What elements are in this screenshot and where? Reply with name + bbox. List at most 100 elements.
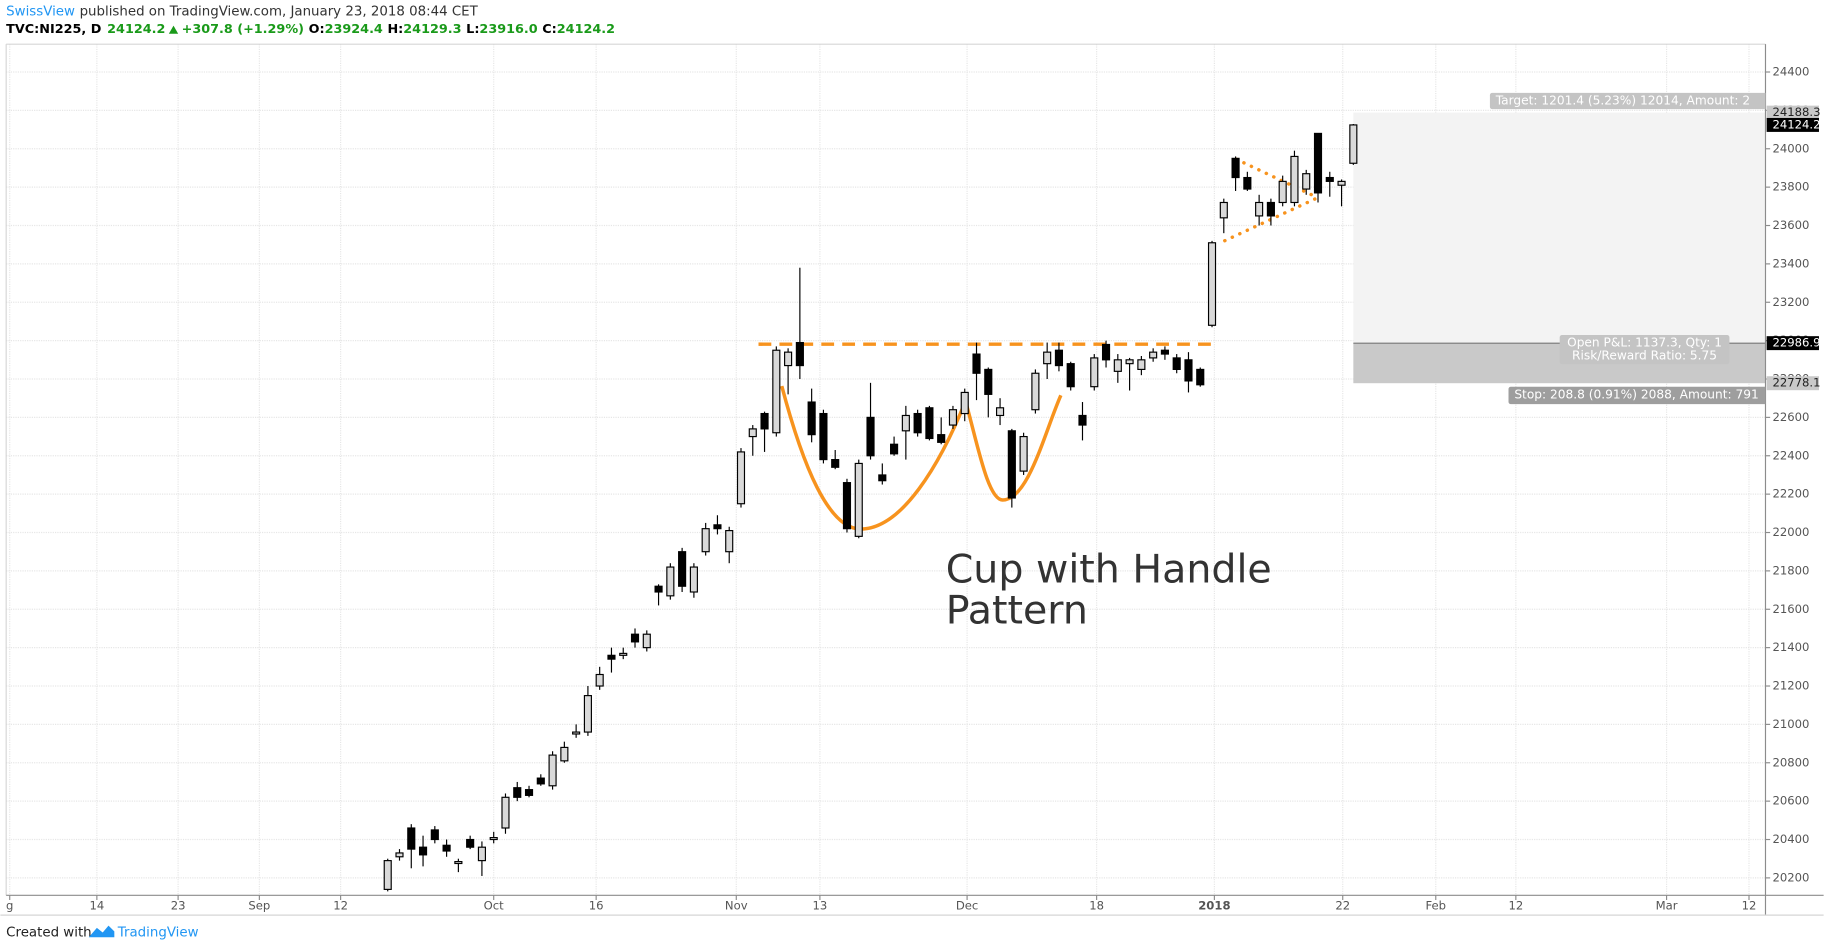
candle-body: [1196, 368, 1205, 386]
candle-body: [984, 368, 993, 395]
y-tick-label: 21200: [1772, 679, 1809, 693]
candle-body: [748, 428, 757, 438]
footer-brand[interactable]: TradingView: [117, 926, 199, 941]
x-tick-label: 2018: [1198, 898, 1230, 912]
pnl-label-box: [1559, 335, 1730, 365]
candle-body: [501, 796, 510, 829]
candle-body: [430, 829, 439, 841]
candle-body: [807, 401, 816, 436]
ohlc-value: 23924.4: [325, 22, 383, 37]
y-tick-label: 21600: [1772, 602, 1809, 616]
ohlc-label: H:: [387, 22, 403, 37]
ohlc-label: L:: [466, 22, 479, 37]
candle-body: [583, 695, 592, 733]
x-tick-label: Sep: [248, 898, 270, 912]
candle-body: [678, 551, 687, 587]
candle-body: [1278, 180, 1287, 204]
candle-body: [1019, 435, 1028, 472]
x-tick-label: 22: [1335, 898, 1350, 912]
y-tick-label: 20200: [1772, 870, 1809, 884]
last-price: 24124.2: [107, 22, 165, 37]
candle-body: [1031, 372, 1040, 411]
candle-body: [1243, 176, 1252, 190]
position-labels: Target: 1201.4 (5.23%) 12014, Amount: 2 O…: [1489, 92, 1766, 405]
up-arrow: [168, 25, 179, 34]
y-tick-label: 20400: [1772, 832, 1809, 846]
x-tick-label: Dec: [956, 898, 978, 912]
publish-line: SwissView published on TradingView.com, J…: [6, 5, 478, 20]
y-tick-label: 20800: [1772, 755, 1809, 769]
y-tick-label: 23800: [1772, 180, 1809, 194]
author[interactable]: SwissView: [6, 5, 75, 20]
candle-body: [736, 451, 746, 505]
candle-body: [536, 777, 545, 785]
target-label-box: [1489, 92, 1766, 110]
candle-body: [1078, 414, 1087, 426]
tradingview-logo[interactable]: [88, 925, 115, 938]
target-label: Target: 1201.4 (5.23%) 12014, Amount: 2: [1495, 94, 1750, 108]
candle-body: [1325, 176, 1334, 182]
candle-body: [1149, 351, 1158, 359]
ohlc-value: 23916.0: [479, 22, 537, 37]
candle-body: [937, 434, 946, 443]
candle-body: [477, 846, 486, 862]
y-tick-label: 22400: [1772, 448, 1809, 462]
pnl-label: Open P&L: 1137.3, Qty: 1: [1567, 336, 1722, 350]
price-tag-label: 22986.9: [1772, 336, 1820, 350]
y-tick-label: 21800: [1772, 563, 1809, 577]
candle-body: [878, 474, 887, 482]
candle-body: [1054, 349, 1064, 367]
x-tick-label: 14: [89, 898, 104, 912]
price-tag: [1766, 376, 1819, 391]
candle-body: [560, 746, 569, 762]
candle-body: [1255, 201, 1264, 217]
price-tag: [1766, 117, 1819, 132]
candle-body: [1349, 124, 1358, 164]
x-tick-label: Mar: [1656, 898, 1678, 912]
x-tick-label: 18: [1089, 898, 1104, 912]
candles: [383, 123, 1358, 892]
y-tick-label: 22600: [1772, 410, 1809, 424]
ohlc-label: O:: [309, 22, 325, 37]
handle-curve: [963, 394, 1063, 502]
footer-created: Created with: [6, 926, 91, 941]
y-tick-label: 24400: [1772, 65, 1809, 79]
candle-body: [442, 844, 451, 852]
candle-body: [489, 837, 498, 841]
candle-body: [701, 528, 710, 553]
stop-label-box: [1508, 386, 1766, 405]
price-tag-label: 22778.1: [1772, 376, 1820, 390]
position-tool: [1353, 112, 1766, 384]
candle-body: [642, 633, 651, 649]
x-tick-label: g: [6, 898, 13, 912]
y-tick-label: 22200: [1772, 487, 1809, 501]
candle-body: [1090, 357, 1099, 388]
x-tick-label: 13: [813, 898, 828, 912]
candle-body: [513, 787, 522, 798]
candle-body: [925, 407, 934, 440]
x-tick-label: 16: [589, 898, 604, 912]
candle-body: [689, 566, 698, 593]
price-tag-label: 24188.3: [1772, 105, 1820, 119]
candle-body: [548, 754, 557, 787]
candle-body: [395, 852, 404, 858]
candle-body: [630, 633, 640, 643]
candle-body: [995, 407, 1005, 417]
candle-body: [1207, 242, 1217, 326]
candle-body: [383, 860, 392, 890]
candle-body: [595, 673, 604, 687]
candle-body: [1066, 363, 1075, 388]
candle-body: [1266, 201, 1275, 217]
candle-body: [1113, 359, 1122, 372]
candle-body: [901, 414, 910, 432]
price-tag: [1766, 105, 1819, 120]
candle-body: [842, 482, 852, 530]
candle-body: [666, 566, 675, 597]
candle-body: [619, 652, 628, 656]
candle-body: [760, 412, 769, 430]
candle-body: [1313, 132, 1323, 194]
candle-body: [466, 838, 475, 848]
symbol-line: TVC:NI225, D 24124.2 +307.8 (+1.29%) O:2392…: [6, 22, 615, 37]
candle-body: [1302, 173, 1311, 190]
